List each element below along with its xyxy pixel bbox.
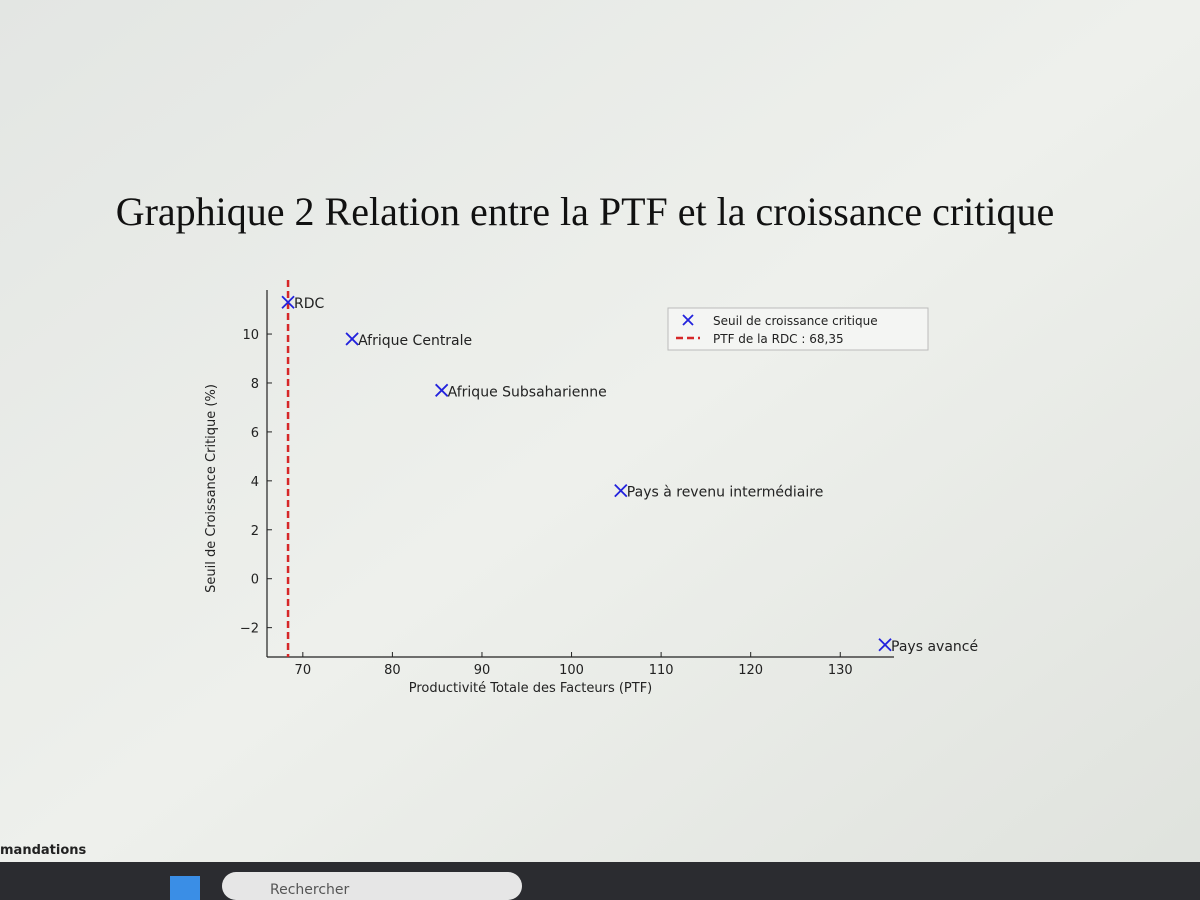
chart: −2 0 2 4 6 8 10 70 80 90 100 110 120 130 Productivité … [204,280,978,696]
legend-marker [682,314,694,326]
x-tick-label: 90 [474,663,491,678]
y-tick-label: 4 [251,475,259,490]
search-box[interactable] [222,872,522,900]
point-label: Pays à revenu intermédiaire [627,485,824,501]
y-tick-label: 0 [251,573,259,588]
x-tick-label: 120 [738,663,763,678]
y-tick-label: 10 [242,328,259,343]
x-tick-label: 100 [559,663,584,678]
legend-box [667,307,929,351]
status-text: mandations [0,843,87,858]
y-axis-label: Seuil de Croissance Critique (%) [204,384,219,593]
point-label: Afrique Subsaharienne [448,384,607,400]
point [281,295,295,309]
search-placeholder: Rechercher [270,882,350,898]
point [435,383,449,397]
x-tick-label: 70 [295,663,312,678]
y-tick-label: 8 [251,377,259,392]
point-label: Pays avancé [891,639,978,655]
x-tick-label: 130 [828,663,853,678]
legend-label: Seuil de croissance critique [713,314,878,328]
point-label: RDC [294,296,325,312]
point [345,332,359,346]
document-title: Graphique 2 Relation entre la PTF et la … [116,189,1055,234]
point [878,638,892,652]
x-tick-label: 80 [384,663,401,678]
y-tick-label: 6 [251,426,259,441]
x-axis-label: Productivité Totale des Facteurs (PTF) [409,681,653,696]
y-tick-label: 2 [251,524,259,539]
start-button[interactable] [170,876,200,900]
point [614,483,628,498]
x-tick-label: 110 [649,663,674,678]
legend-label: PTF de la RDC : 68,35 [713,332,844,346]
point-label: Afrique Centrale [358,333,472,349]
y-tick-label: −2 [240,622,259,637]
